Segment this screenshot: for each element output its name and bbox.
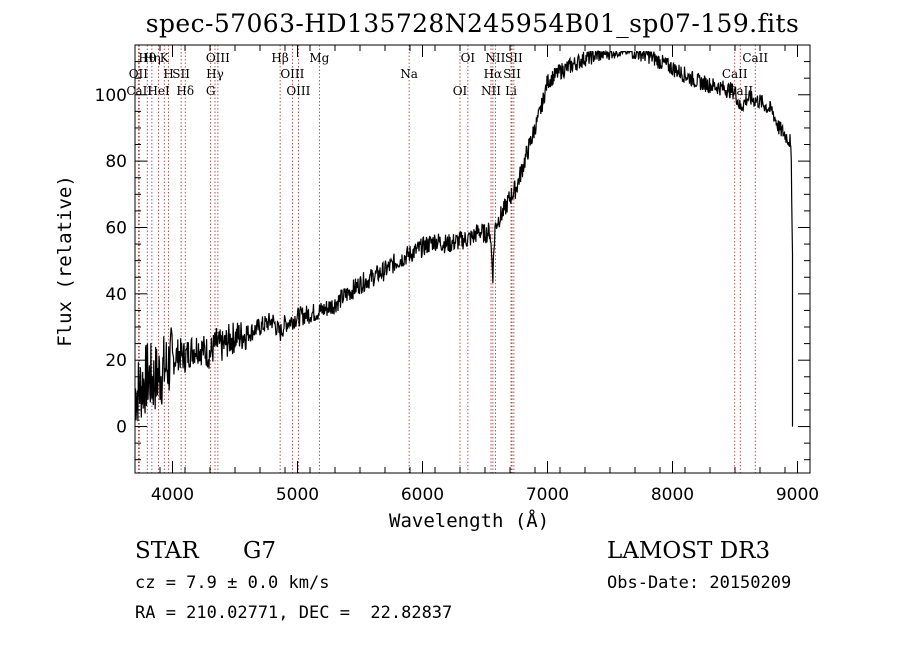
survey-name: LAMOST DR3 <box>607 538 771 564</box>
observation-date: Obs-Date: 20150209 <box>607 573 792 593</box>
marker-label: NII <box>485 51 505 65</box>
marker-label: OI <box>453 84 468 98</box>
emission-line-labels: Hθ OII CaII KH HeI Hη SII Hδ OIII Hγ G Hβ OIII OIII Mg… <box>126 51 768 98</box>
coordinates-readout: RA = 210.02771, DEC = 22.82837 <box>135 603 453 623</box>
flux-series-line <box>134 49 794 427</box>
marker-label: Na <box>400 67 418 81</box>
marker-label: Hη <box>143 51 161 65</box>
y-tick-label: 20 <box>105 351 127 371</box>
y-tick-label: 100 <box>95 86 127 106</box>
marker-label: SII <box>505 51 523 65</box>
y-tick-label: 0 <box>116 418 127 438</box>
marker-label: Hα <box>484 67 503 81</box>
marker-label: H <box>163 67 173 81</box>
x-axis-ticks: 4000 5000 6000 7000 8000 9000 <box>134 45 819 505</box>
x-tick-label: 7000 <box>526 485 569 505</box>
marker-label: Hβ <box>271 51 288 65</box>
y-axis-ticks: 0 20 40 60 80 100 <box>95 61 810 461</box>
redshift-readout: cz = 7.9 ± 0.0 km/s <box>135 573 330 593</box>
marker-label: OI <box>461 51 476 65</box>
marker-label: G <box>206 84 216 98</box>
marker-label: Hθ <box>138 51 156 65</box>
x-tick-label: 8000 <box>651 485 694 505</box>
chart-title: spec-57063-HD135728N245954B01_sp07-159.f… <box>145 9 800 38</box>
marker-label: CaII <box>722 67 748 81</box>
marker-label: OIII <box>280 67 304 81</box>
y-tick-label: 60 <box>105 218 127 238</box>
x-tick-label: 9000 <box>776 485 819 505</box>
x-tick-label: 5000 <box>276 485 319 505</box>
object-subclass: G7 <box>243 538 277 564</box>
x-axis-label: Wavelength (Å) <box>389 510 550 532</box>
marker-label: OIII <box>286 84 310 98</box>
marker-label: K <box>160 51 170 65</box>
x-tick-label: 4000 <box>151 485 194 505</box>
marker-label: SII <box>172 67 190 81</box>
marker-label: Hδ <box>176 84 194 98</box>
marker-label: OIII <box>206 51 230 65</box>
marker-label: CaII <box>742 51 768 65</box>
marker-label: HeI <box>147 84 170 98</box>
object-class: STAR <box>135 538 199 564</box>
marker-label: Hγ <box>206 67 224 81</box>
x-tick-label: 6000 <box>401 485 444 505</box>
y-axis-label: Flux (relative) <box>54 175 76 347</box>
plot-frame <box>134 44 811 474</box>
marker-label: Mg <box>309 51 329 65</box>
y-tick-label: 40 <box>105 285 127 305</box>
marker-label: NII <box>481 84 501 98</box>
marker-label: SII <box>503 67 521 81</box>
emission-line-markers <box>137 45 756 473</box>
y-tick-label: 80 <box>105 152 127 172</box>
marker-label: Li <box>505 84 517 98</box>
marker-label: OII <box>129 67 149 81</box>
